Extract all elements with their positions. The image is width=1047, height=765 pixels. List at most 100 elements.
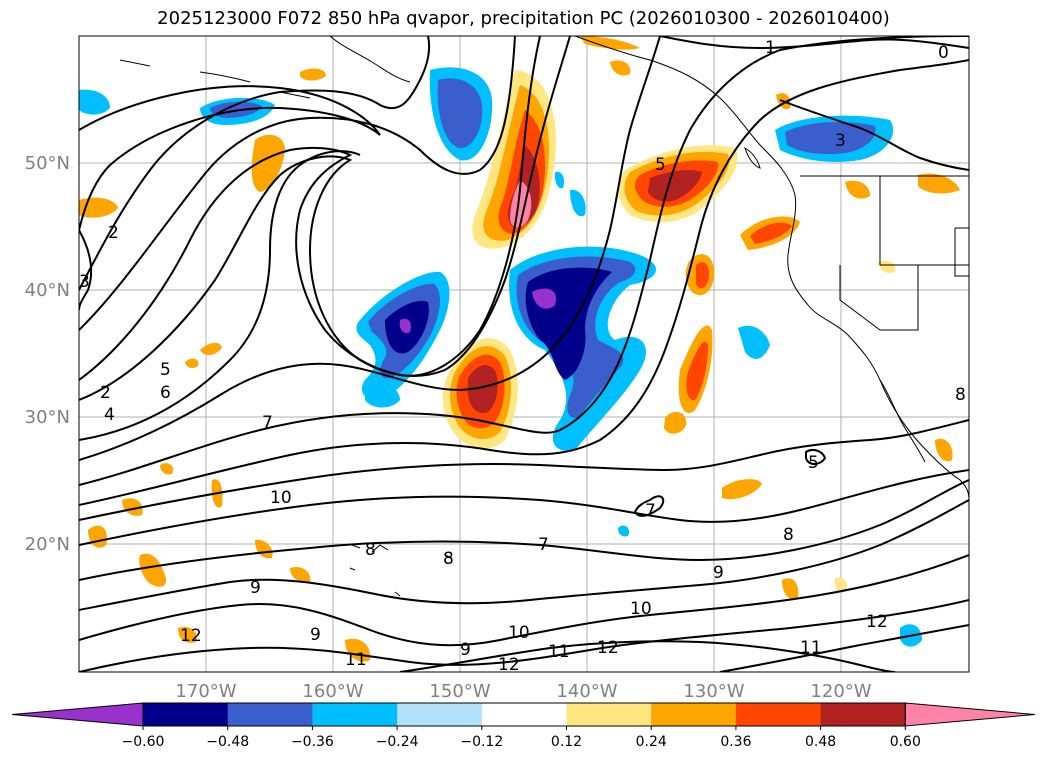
negative-precip-region [532,288,556,309]
baja-coastline [879,379,926,463]
colorbar-segment [651,703,737,726]
contour-label: 8 [955,385,966,405]
contour-label: 11 [548,642,570,662]
colorbar-tick-label: 0.24 [636,734,667,750]
positive-precip-region [251,134,285,192]
latitude-labels: 50°N 40°N 30°N 20°N [25,153,70,555]
contour-line [79,36,541,381]
lon-label: 120°W [810,681,871,702]
positive-precip-region [664,411,687,434]
lat-label: 40°N [25,280,70,301]
positive-precip-region [696,262,710,289]
contour-line [79,36,969,486]
colorbar-tick-label: 0.36 [720,734,751,750]
contour-line [633,495,665,517]
precip-fill-regions [79,36,960,662]
contour-line [79,59,969,506]
colorbar-tick-label: 0.48 [805,734,836,750]
positive-precip-region [178,626,197,643]
colorbar-segment [735,703,822,726]
positive-precip-region [610,60,631,76]
positive-precip-region [200,342,222,356]
lat-label: 20°N [25,534,70,555]
colorbar-segment [481,703,567,726]
contour-line [399,640,896,672]
coastlines [119,36,969,597]
contour-line [79,479,969,581]
contour-label: 8 [365,540,376,560]
lon-label: 160°W [302,681,363,702]
negative-precip-region [554,171,565,189]
contour-line [659,36,969,50]
contour-label: 8 [443,549,454,569]
contour-label: 1 [765,38,776,58]
colorbar-tick-label: −0.12 [460,734,503,750]
negative-precip-region [785,122,876,155]
contour-label: 9 [250,578,261,598]
positive-precip-region [845,180,870,199]
positive-precip-region [122,498,143,516]
colorbar-tick-label: −0.48 [206,734,249,750]
contour-label: 9 [460,640,471,660]
alaska-peninsula [329,36,411,83]
lon-label: 130°W [683,681,744,702]
contour-line [79,469,969,546]
contour-label: 12 [180,626,202,646]
contour-label: 5 [160,360,171,380]
colorbar-segment [397,703,483,726]
positive-precip-region [290,566,311,583]
contour-label: 5 [808,453,819,473]
positive-precip-region [782,578,799,600]
colorbar-tick-label: −0.60 [122,734,165,750]
colorbar-segment [820,703,906,726]
negative-precip-region [570,189,586,217]
positive-precip-region [834,577,847,593]
contour-label: 2 [108,223,119,243]
contour-label: 6 [160,383,171,403]
contour-label: 12 [498,655,520,675]
positive-precip-region [300,68,326,81]
contour-label-group: 1 0 3 5 2 3 2 4 5 6 7 10 9 8 8 7 9 10 11… [79,38,966,675]
contour-label: 0 [938,43,949,63]
colorbar-extend-min [11,702,144,727]
contour-line [79,36,516,331]
positive-precip-region [160,463,174,475]
lon-label: 140°W [556,681,617,702]
colorbar-tick-label: −0.24 [376,734,419,750]
colorbar-tick-label: −0.36 [291,734,334,750]
colorbar-frame [142,702,906,727]
colorbar-segment [227,703,313,726]
negative-precip-region [79,89,110,115]
contour-label: 10 [508,623,530,643]
contour-label: 4 [104,405,115,425]
positive-precip-region [918,173,960,194]
positive-precip-region [878,260,896,273]
colorbar-ticks: −0.60 −0.48 −0.36 −0.24 −0.12 0.12 0.24 0.36 0.4… [122,726,921,750]
contour-line [79,36,661,461]
positive-precip-region [139,553,167,587]
vancouver-island [744,146,761,169]
hawaiian-islands [349,544,453,597]
contour-line [779,99,969,171]
height-contours [79,36,969,672]
colorbar-tick-label: 0.12 [551,734,582,750]
lat-label: 50°N [25,153,70,174]
negative-precip-region [618,525,630,537]
contour-line [79,150,361,441]
lon-label: 150°W [429,681,490,702]
contour-label: 7 [645,501,656,521]
contour-label: 10 [270,488,292,508]
contour-label: 3 [835,131,846,151]
positive-precip-region [722,479,762,500]
lat-label: 30°N [25,407,70,428]
contour-label: 3 [79,272,90,292]
map-title: 2025123000 F072 850 hPa qvapor, precipit… [157,8,890,29]
positive-precip-region [935,438,953,462]
positive-precip-region [255,539,273,559]
positive-precip-region [648,170,702,202]
contour-line [805,449,827,465]
negative-precip-region [738,325,770,359]
contour-label: 10 [630,599,652,619]
colorbar-segment [312,703,398,726]
